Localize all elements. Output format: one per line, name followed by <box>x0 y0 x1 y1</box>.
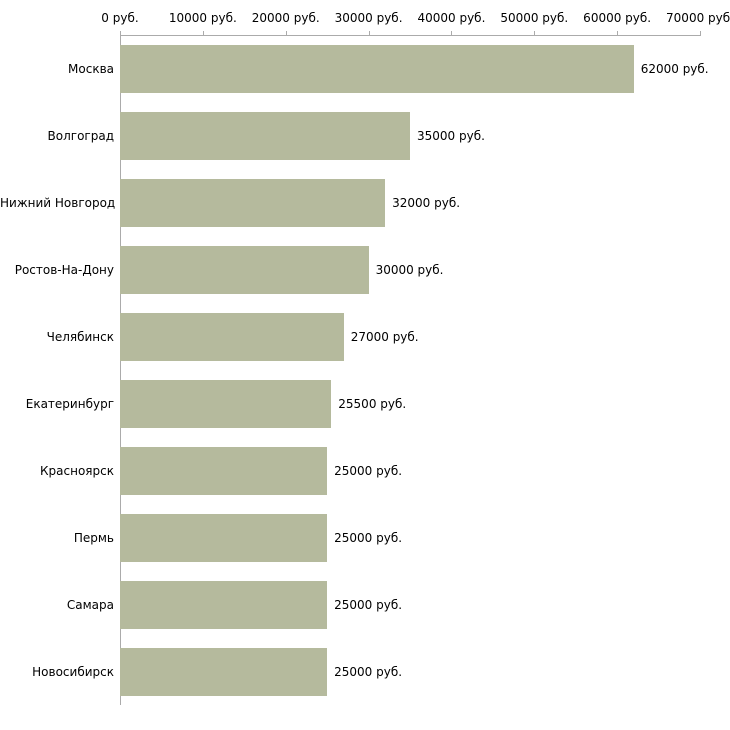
x-tick-label: 50000 руб. <box>500 11 569 25</box>
x-tick-label: 10000 руб. <box>168 11 237 25</box>
chart-row: Ростов-На-Дону 30000 руб. <box>0 236 730 303</box>
bar-track: 27000 руб. <box>120 312 700 361</box>
x-tick-label: 40000 руб. <box>417 11 486 25</box>
bar <box>120 312 344 361</box>
x-tick-mark <box>617 31 619 35</box>
x-tick-label: 0 руб. <box>101 11 139 25</box>
x-tick-mark <box>120 31 121 35</box>
bar-rows: Москва 62000 руб. Волгоград 35000 руб. Нижни… <box>0 35 730 705</box>
category-label: Нижний Новгород <box>0 195 116 210</box>
x-axis: 0 руб. 10000 руб. 20000 руб. 30000 руб. 4000… <box>101 0 730 35</box>
value-label: 35000 руб. <box>417 128 485 143</box>
bar <box>120 446 328 495</box>
chart-row: Нижний Новгород 32000 руб. <box>0 169 730 236</box>
value-label: 25500 руб. <box>338 396 407 411</box>
bar-track: 30000 руб. <box>120 245 700 294</box>
bar <box>120 580 328 629</box>
x-axis-line <box>120 35 701 36</box>
bar <box>120 178 386 227</box>
bar-track: 62000 руб. <box>120 44 709 93</box>
bar <box>120 647 328 696</box>
x-tick-label: 30000 руб. <box>334 11 403 25</box>
category-label: Красноярск <box>40 463 114 478</box>
x-tick-label: 70000 руб. <box>666 11 730 25</box>
category-label: Челябинск <box>46 329 114 344</box>
chart-row: Челябинск 27000 руб. <box>0 303 730 370</box>
bar-track: 25000 руб. <box>120 580 700 629</box>
category-label: Волгоград <box>47 128 114 143</box>
x-tick-mark <box>202 31 204 35</box>
value-label: 25000 руб. <box>334 463 403 478</box>
category-label: Самара <box>66 597 114 612</box>
category-label: Екатеринбург <box>25 396 114 411</box>
bar-track: 25000 руб. <box>120 647 700 696</box>
bar-track: 25000 руб. <box>120 513 700 562</box>
chart-row: Новосибирск 25000 руб. <box>0 638 730 705</box>
x-tick-mark <box>285 31 287 35</box>
bar-track: 25000 руб. <box>120 446 700 495</box>
bar-track: 35000 руб. <box>120 111 700 160</box>
chart-row: Москва 62000 руб. <box>0 35 730 102</box>
value-label: 25000 руб. <box>334 530 403 545</box>
value-label: 25000 руб. <box>334 597 403 612</box>
bar <box>120 513 328 562</box>
bar <box>120 111 410 160</box>
value-label: 62000 руб. <box>640 61 709 76</box>
x-tick-mark <box>368 31 370 35</box>
x-tick-mark <box>700 31 701 35</box>
bar-track: 25500 руб. <box>120 379 700 428</box>
x-tick-mark <box>534 31 536 35</box>
y-axis-line <box>120 35 121 705</box>
value-label: 32000 руб. <box>392 195 461 210</box>
value-label: 27000 руб. <box>350 329 419 344</box>
chart-row: Екатеринбург 25500 руб. <box>0 370 730 437</box>
bar-track: 32000 руб. <box>120 178 700 227</box>
chart-row: Пермь 25000 руб. <box>0 504 730 571</box>
chart-row: Красноярск 25000 руб. <box>0 437 730 504</box>
category-label: Москва <box>68 61 114 76</box>
category-label: Ростов-На-Дону <box>14 262 114 277</box>
bar <box>120 245 369 294</box>
value-label: 30000 руб. <box>375 262 444 277</box>
chart-row: Самара 25000 руб. <box>0 571 730 638</box>
bar <box>120 44 634 93</box>
category-label: Пермь <box>73 530 114 545</box>
bar <box>120 379 332 428</box>
x-tick-label: 60000 руб. <box>583 11 652 25</box>
x-tick-mark <box>451 31 453 35</box>
x-tick-label: 20000 руб. <box>251 11 320 25</box>
value-label: 25000 руб. <box>334 664 403 679</box>
category-label: Новосибирск <box>32 664 114 679</box>
chart-row: Волгоград 35000 руб. <box>0 102 730 169</box>
